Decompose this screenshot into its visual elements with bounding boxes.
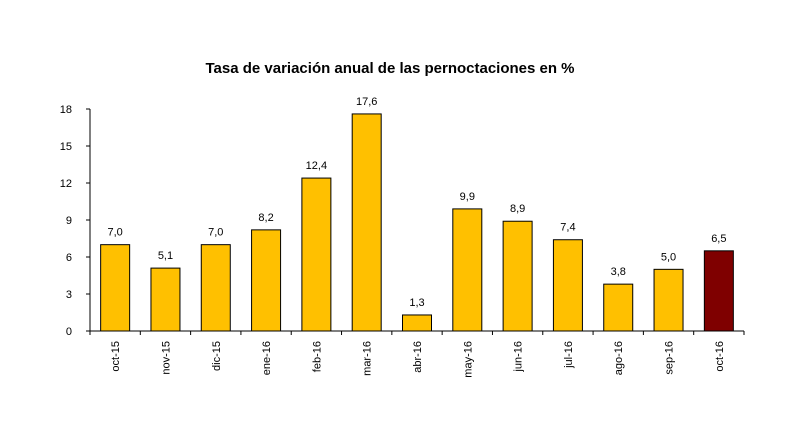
x-tick-label-ene-16: ene-16 [261,341,273,375]
y-tick-label-6: 18 [60,104,72,116]
y-tick-label-0: 0 [66,326,72,338]
x-tick-label-dic-15: dic-15 [211,341,223,371]
bar-abr-16 [402,314,432,332]
bar-oct-16 [703,250,734,332]
bar-ene-16 [251,229,282,332]
data-label-feb-16: 12,4 [306,160,327,172]
x-tick-label-oct-16: oct-16 [714,341,726,372]
data-label-nov-15: 5,1 [158,250,173,262]
x-tick-label-oct-15: oct-15 [110,341,122,372]
bar-ago-16 [603,283,634,332]
x-tick-label-ago-16: ago-16 [613,341,625,375]
y-tick-label-5: 15 [60,141,72,153]
bar-oct-15 [100,244,131,332]
x-tick-label-sep-16: sep-16 [664,341,676,375]
data-label-ene-16: 8,2 [258,212,273,224]
bar-dic-15 [200,244,231,332]
x-tick-label-jun-16: jun-16 [513,341,525,373]
bar-nov-15 [150,267,181,332]
data-label-dic-15: 7,0 [208,227,223,239]
chart-title: Tasa de variación anual de las pernoctac… [205,60,575,77]
x-tick-label-mar-16: mar-16 [362,341,374,376]
bar-feb-16 [301,177,332,332]
y-tick-label-2: 6 [66,252,72,264]
x-tick-label-nov-15: nov-15 [160,341,172,375]
data-label-may-16: 9,9 [460,191,475,203]
y-tick-label-3: 9 [66,215,72,227]
data-label-sep-16: 5,0 [661,251,676,263]
data-label-abr-16: 1,3 [409,297,424,309]
bar-may-16 [452,208,483,332]
data-label-ago-16: 3,8 [611,266,626,278]
x-tick-label-jul-16: jul-16 [563,341,575,369]
data-label-jun-16: 8,9 [510,203,525,215]
x-tick-label-may-16: may-16 [462,341,474,378]
y-tick-label-1: 3 [66,289,72,301]
bar-mar-16 [351,113,382,332]
bar-jul-16 [552,239,583,332]
x-tick-label-feb-16: feb-16 [311,341,323,372]
data-label-oct-16: 6,5 [711,233,726,245]
x-tick-label-abr-16: abr-16 [412,341,424,373]
y-tick-label-4: 12 [60,178,72,190]
bar-sep-16 [653,268,684,332]
bar-jun-16 [502,220,533,332]
data-label-jul-16: 7,4 [560,222,575,234]
data-label-mar-16: 17,6 [356,96,377,108]
data-label-oct-15: 7,0 [108,227,123,239]
